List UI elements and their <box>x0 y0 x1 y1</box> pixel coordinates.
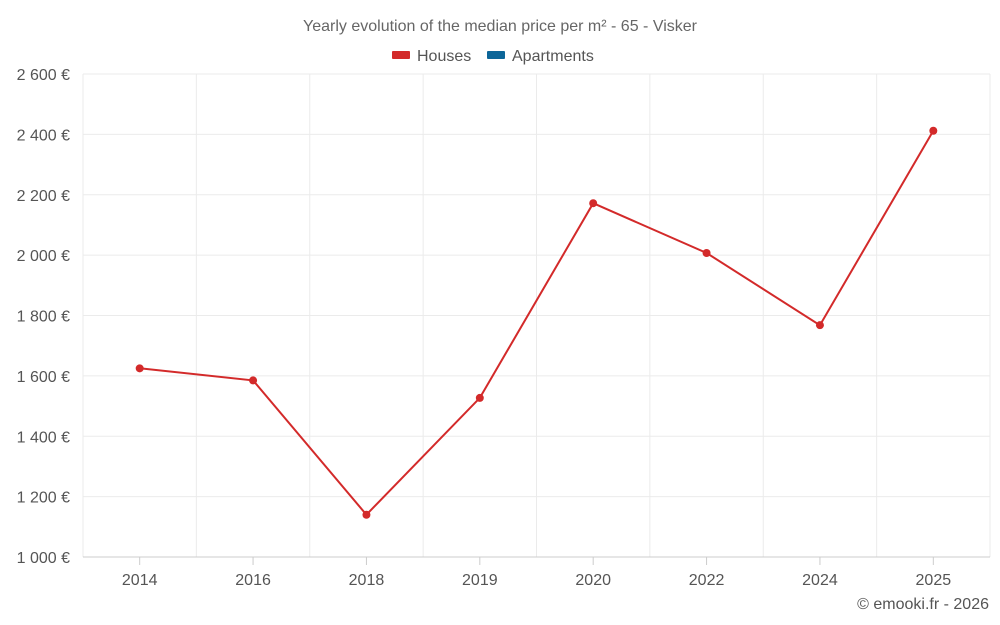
data-point-houses[interactable] <box>929 126 938 135</box>
y-tick-label: 1 000 € <box>17 550 70 567</box>
data-point-houses[interactable] <box>475 393 484 402</box>
x-gridlines <box>82 74 991 557</box>
data-point-houses[interactable] <box>589 199 598 208</box>
x-tick-label: 2025 <box>916 572 952 589</box>
data-point-houses[interactable] <box>815 321 824 330</box>
y-tick-label: 1 600 € <box>17 369 70 386</box>
y-axis-ticks: 1 000 € 1 200 € 1 400 € 1 600 € 1 800 € 2 000… <box>17 67 70 567</box>
data-point-houses[interactable] <box>249 376 258 385</box>
x-tick-label: 2014 <box>122 572 158 589</box>
x-tick-label: 2018 <box>349 572 385 589</box>
data-point-houses[interactable] <box>362 510 371 519</box>
legend-item-apartments[interactable]: Apartments <box>487 48 594 65</box>
legend-item-houses[interactable]: Houses <box>392 48 471 65</box>
x-tick-label: 2022 <box>689 572 725 589</box>
y-tick-label: 2 400 € <box>17 127 70 144</box>
x-tick-label: 2024 <box>802 572 838 589</box>
x-axis-ticks: 2014 2016 2018 2019 2020 2022 2024 2025 <box>122 557 951 589</box>
y-tick-label: 2 600 € <box>17 67 70 84</box>
y-tick-label: 1 400 € <box>17 429 70 446</box>
data-point-houses[interactable] <box>702 249 711 258</box>
y-tick-label: 1 800 € <box>17 309 70 326</box>
y-tick-label: 1 200 € <box>17 490 70 507</box>
legend-label-apartments: Apartments <box>512 48 594 65</box>
chart-title: Yearly evolution of the median price per… <box>303 18 698 35</box>
legend-swatch-apartments <box>487 51 505 59</box>
x-tick-label: 2016 <box>235 572 271 589</box>
legend-label-houses: Houses <box>417 48 471 65</box>
y-tick-label: 2 200 € <box>17 188 70 205</box>
x-tick-label: 2020 <box>575 572 611 589</box>
credit-text: © emooki.fr - 2026 <box>857 596 989 613</box>
y-tick-label: 2 000 € <box>17 248 70 265</box>
series-layer <box>135 126 938 519</box>
legend: Houses Apartments <box>392 48 594 65</box>
series-line-houses <box>139 130 935 517</box>
data-point-houses[interactable] <box>135 364 144 373</box>
legend-swatch-houses <box>392 51 410 59</box>
x-tick-label: 2019 <box>462 572 498 589</box>
